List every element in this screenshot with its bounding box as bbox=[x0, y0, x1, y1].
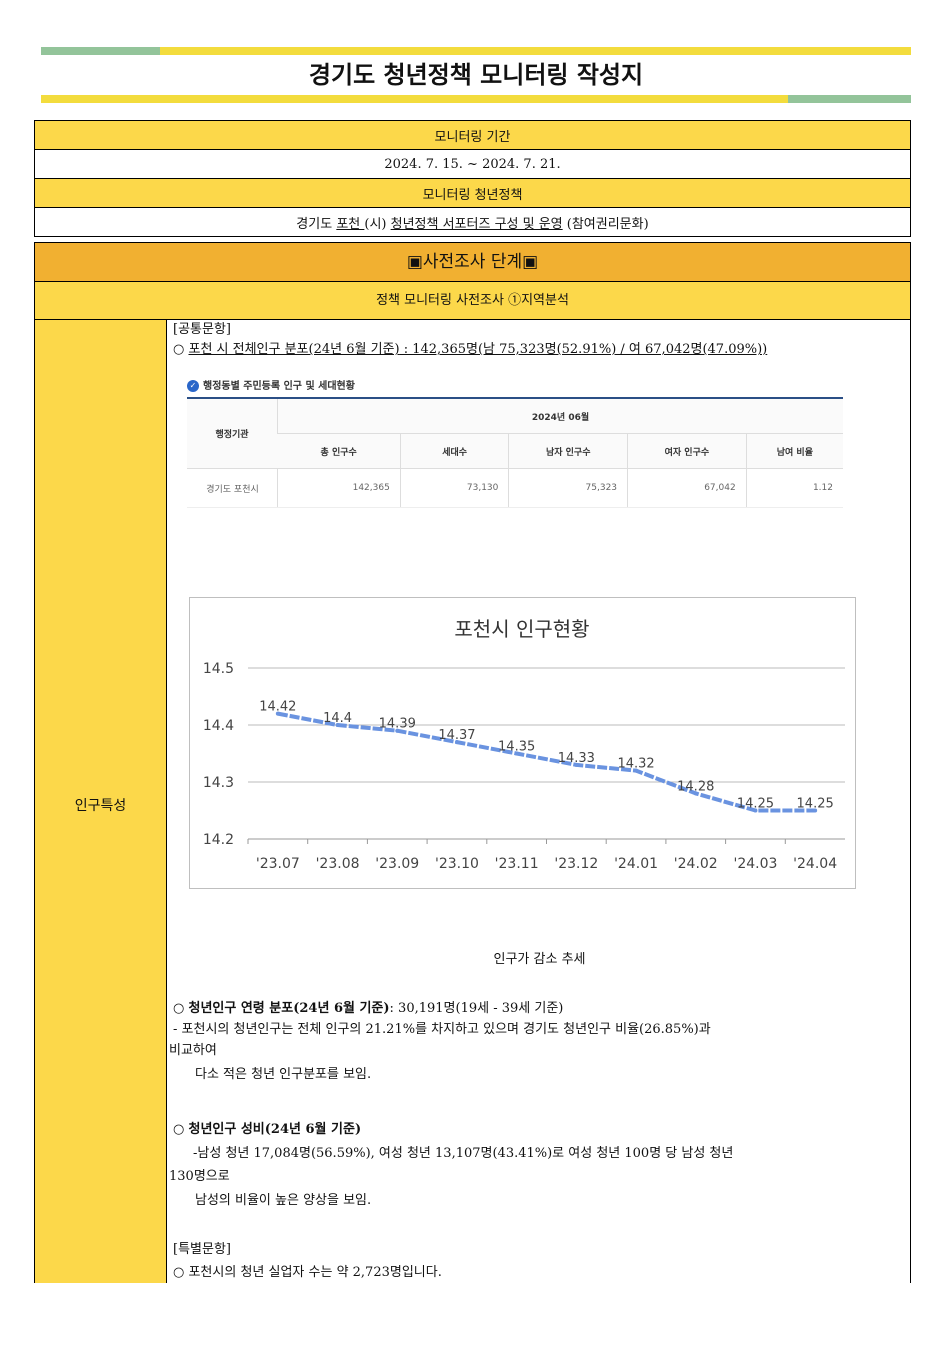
section-subtitle: 정책 모니터링 사전조사 ①지역분석 bbox=[35, 282, 910, 320]
data-label: 14.28 bbox=[677, 779, 714, 794]
data-label: 14.32 bbox=[617, 757, 654, 772]
policy-name: 청년정책 서포터즈 구성 및 운영 bbox=[390, 216, 563, 232]
population-table-title: ✓ 행정동별 주민등록 인구 및 세대현황 bbox=[187, 377, 845, 397]
x-tick-label: '23.11 bbox=[495, 856, 539, 872]
content-cell: [공통문항] ○ 포천 시 전체인구 분포(24년 6월 기준) : 142,3… bbox=[167, 320, 910, 1283]
data-point bbox=[275, 711, 280, 716]
x-tick-label: '24.04 bbox=[793, 856, 837, 872]
youth-sex-desc-3: 남성의 비율이 높은 양상을 보임. bbox=[195, 1193, 372, 1208]
table-row: 경기도 포천시 142,365 73,130 75,323 67,042 1.1… bbox=[187, 468, 843, 508]
y-tick-label: 14.5 bbox=[203, 661, 234, 677]
x-tick-label: '23.09 bbox=[375, 856, 419, 872]
period-value: 2024. 7. 15. ~ 2024. 7. 21. bbox=[34, 149, 911, 179]
table-cell: 1.12 bbox=[745, 468, 843, 508]
document-title: 경기도 청년정책 모니터링 작성지 bbox=[308, 61, 644, 89]
population-chart-svg: 포천시 인구현황 14.2 14.3 14.4 14.5 '23.07 '23.08 '23… bbox=[203, 617, 845, 872]
youth-age-desc-2: 비교하여 bbox=[169, 1043, 217, 1058]
monitoring-info-table: 모니터링 기간 2024. 7. 15. ~ 2024. 7. 21. 모니터링… bbox=[34, 120, 911, 237]
youth-sex-desc-1: -남성 청년 17,084명(56.59%), 여성 청년 13,107명(43… bbox=[193, 1146, 734, 1161]
table-cell: 경기도 포천시 bbox=[187, 468, 278, 508]
column-header: 총 인구수 bbox=[277, 433, 401, 469]
special-line: ○ 포천시의 청년 실업자 수는 약 2,723명입니다. bbox=[173, 1265, 442, 1280]
x-tick-label: '24.02 bbox=[674, 856, 718, 872]
table-cell: 73,130 bbox=[399, 468, 509, 508]
data-label: 14.37 bbox=[438, 728, 475, 743]
policy-label: 모니터링 청년정책 bbox=[34, 178, 911, 208]
column-header: 남여 비율 bbox=[745, 433, 843, 469]
data-point bbox=[574, 762, 579, 767]
youth-age-bullet: ○ bbox=[173, 1001, 189, 1016]
youth-age-line: ○ 청년인구 연령 분포(24년 6월 기준): 30,191명(19세 - 3… bbox=[173, 999, 563, 1019]
period-header: 2024년 06월 bbox=[277, 398, 843, 434]
check-circle-icon: ✓ bbox=[187, 380, 199, 392]
data-point bbox=[335, 723, 340, 727]
x-tick-label: '24.01 bbox=[614, 856, 658, 872]
policy-category: (참여권리문화) bbox=[562, 216, 649, 232]
x-tick-label: '23.12 bbox=[554, 856, 598, 872]
stage-heading: ▣사전조사 단계▣ bbox=[35, 243, 910, 282]
y-tick-label: 14.4 bbox=[203, 718, 234, 734]
trend-caption: 인구가 감소 추세 bbox=[493, 952, 586, 967]
y-tick-label: 14.2 bbox=[203, 832, 234, 848]
policy-value: 경기도 포천 (시) 청년정책 서포터즈 구성 및 운영 (참여권리문화) bbox=[34, 207, 911, 237]
population-bullet: ○ bbox=[173, 342, 189, 357]
population-heading: 포천 시 전체인구 분포(24년 6월 기준) bbox=[188, 342, 400, 357]
population-table: 행정기관 2024년 06월 총 인구수 세대수 남자 인구수 여자 인구수 남… bbox=[187, 397, 843, 508]
chart-title: 포천시 인구현황 bbox=[454, 617, 589, 641]
population-value: : 142,365명(남 75,323명(52.91%) / 여 67,042명… bbox=[399, 342, 768, 357]
common-label: [공통문항] bbox=[173, 322, 231, 337]
data-point bbox=[395, 728, 400, 733]
data-label: 14.4 bbox=[323, 711, 352, 726]
population-line: ○ 포천 시 전체인구 분포(24년 6월 기준) : 142,365명(남 7… bbox=[173, 340, 767, 360]
series-line bbox=[277, 711, 816, 813]
youth-sex-desc-2: 130명으로 bbox=[169, 1169, 230, 1184]
special-label: [특별문항] bbox=[173, 1242, 231, 1257]
policy-prefix: 경기도 bbox=[296, 216, 337, 232]
table-cell: 142,365 bbox=[277, 468, 401, 508]
x-tick-label: '23.10 bbox=[435, 856, 479, 872]
pre-survey-section: ▣사전조사 단계▣ 정책 모니터링 사전조사 ①지역분석 인구특성 [공통문항]… bbox=[34, 242, 911, 1283]
data-point bbox=[454, 740, 459, 745]
youth-age-heading: 청년인구 연령 분포(24년 6월 기준) bbox=[188, 1001, 390, 1016]
policy-city: 포천 bbox=[336, 216, 365, 232]
bottom-accent-bar bbox=[41, 95, 911, 103]
x-tick-label: '23.07 bbox=[256, 856, 300, 872]
table-cell: 67,042 bbox=[627, 468, 747, 508]
youth-age-desc-1: - 포천시의 청년인구는 전체 인구의 21.21%를 차지하고 있으며 경기도… bbox=[173, 1022, 711, 1037]
row-label: 인구특성 bbox=[74, 798, 127, 814]
table-cell: 75,323 bbox=[508, 468, 628, 508]
top-accent-bar bbox=[41, 47, 911, 55]
top-accent-green bbox=[41, 47, 160, 55]
data-label: 14.25 bbox=[797, 797, 834, 812]
population-chart: 포천시 인구현황 14.2 14.3 14.4 14.5 '23.07 '23.08 '23… bbox=[189, 597, 856, 889]
x-tick-label: '23.08 bbox=[316, 856, 360, 872]
row-label-cell: 인구특성 bbox=[35, 320, 167, 1283]
data-point bbox=[753, 808, 758, 813]
data-label: 14.33 bbox=[558, 751, 595, 766]
youth-age-value: : 30,191명(19세 - 39세 기준) bbox=[389, 1001, 564, 1016]
youth-sex-bullet: ○ bbox=[173, 1122, 189, 1137]
column-header: 세대수 bbox=[399, 433, 509, 469]
x-tick-label: '24.03 bbox=[733, 856, 777, 872]
data-label: 14.35 bbox=[498, 740, 535, 755]
data-point bbox=[693, 791, 698, 796]
youth-sex-line: ○ 청년인구 성비(24년 6월 기준) bbox=[173, 1120, 361, 1140]
data-label: 14.42 bbox=[259, 700, 296, 715]
youth-sex-heading: 청년인구 성비(24년 6월 기준) bbox=[188, 1122, 362, 1137]
column-header: 여자 인구수 bbox=[627, 433, 747, 469]
data-label: 14.25 bbox=[737, 797, 774, 812]
data-point bbox=[813, 808, 818, 813]
period-label: 모니터링 기간 bbox=[34, 120, 911, 150]
y-tick-label: 14.3 bbox=[203, 775, 234, 791]
data-point bbox=[634, 768, 639, 773]
agency-header: 행정기관 bbox=[187, 398, 278, 469]
population-table-image: ✓ 행정동별 주민등록 인구 및 세대현황 행정기관 2024년 06월 총 인구… bbox=[187, 377, 845, 508]
data-label: 14.39 bbox=[379, 717, 416, 732]
youth-age-desc-3: 다소 적은 청년 인구분포를 보임. bbox=[195, 1067, 372, 1082]
data-point bbox=[514, 751, 519, 756]
policy-city-suffix: (시) bbox=[364, 216, 391, 232]
bottom-accent-green bbox=[788, 95, 911, 103]
column-header: 남자 인구수 bbox=[508, 433, 628, 469]
population-table-title-text: 행정동별 주민등록 인구 및 세대현황 bbox=[203, 381, 355, 392]
